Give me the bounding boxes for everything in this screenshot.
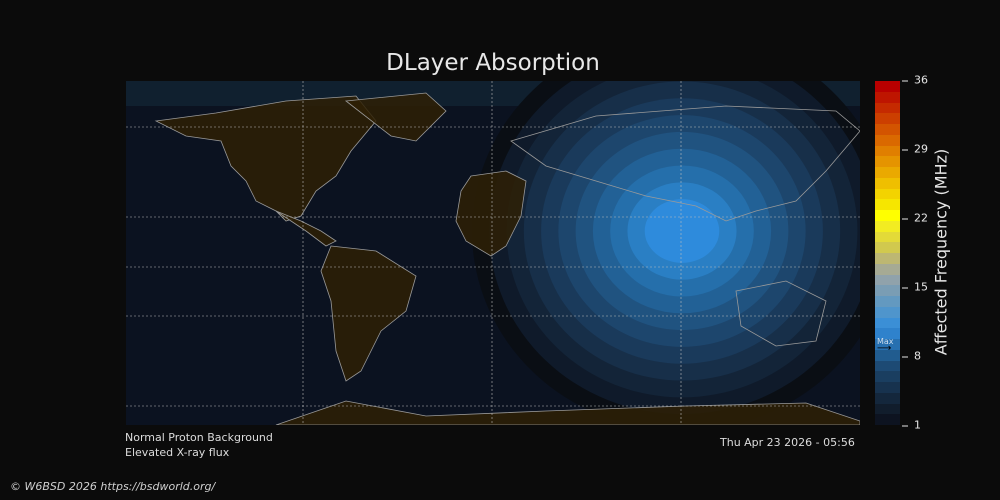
colorbar-band: [875, 102, 900, 114]
timestamp: Thu Apr 23 2026 - 05:56: [720, 436, 855, 449]
colorbar-band: [875, 360, 900, 372]
max-label: Max: [877, 337, 894, 346]
colorbar-band: [875, 124, 900, 135]
proton-status: Normal Proton Background: [125, 431, 273, 444]
colorbar-band: [875, 339, 900, 350]
colorbar-band: [875, 392, 900, 404]
colorbar-band: [875, 328, 900, 339]
australia: [735, 280, 827, 347]
colorbar-tick: 22: [902, 212, 928, 225]
colorbar-tick: 36: [902, 74, 928, 87]
colorbar-band: [875, 220, 900, 232]
colorbar-band: [875, 177, 900, 189]
colorbar-band: [875, 274, 900, 286]
colorbar-band: [875, 188, 900, 200]
africa: [455, 170, 527, 257]
max-marker: Max ⟶: [877, 337, 894, 354]
colorbar-band: [875, 81, 900, 92]
copyright: © W6BSD 2026 https://bsdworld.org/: [10, 480, 216, 493]
colorbar-band: [875, 91, 900, 103]
grid-lines: [126, 81, 860, 425]
colorbar-tick: 29: [902, 143, 928, 156]
colorbar: [875, 81, 900, 425]
colorbar-band: [875, 403, 900, 415]
greenland: [344, 92, 447, 142]
colorbar-band: [875, 231, 900, 243]
xray-status: Elevated X-ray flux: [125, 446, 230, 459]
colorbar-band: [875, 306, 900, 318]
colorbar-tick: 1: [902, 419, 921, 432]
colorbar-band: [875, 382, 900, 393]
colorbar-label: Affected Frequency (MHz): [931, 148, 951, 356]
colorbar-band: [875, 253, 900, 264]
colorbar-band: [875, 167, 900, 178]
arrow-right-icon: ⟶: [877, 343, 892, 354]
south-america: [320, 245, 417, 382]
chart-title: DLayer Absorption: [386, 50, 600, 76]
colorbar-band: [875, 317, 900, 329]
colorbar-band: [875, 145, 900, 157]
colorbar-tick: 8: [902, 350, 921, 363]
colorbar-band: [875, 285, 900, 296]
colorbar-band: [875, 113, 900, 124]
colorbar-band: [875, 242, 900, 253]
absorption-map: [126, 81, 860, 425]
colorbar-band: [875, 349, 900, 361]
colorbar-band: [875, 263, 900, 275]
colorbar-band: [875, 134, 900, 146]
colorbar-band: [875, 199, 900, 210]
absorption-contours: [472, 81, 860, 425]
colorbar-tick: 15: [902, 281, 928, 294]
colorbar-band: [875, 414, 900, 425]
colorbar-band: [875, 210, 900, 221]
eurasia: [510, 105, 860, 222]
colorbar-band: [875, 156, 900, 167]
contour-level: [644, 199, 720, 263]
colorbar-band: [875, 371, 900, 382]
colorbar-band: [875, 296, 900, 307]
central-america: [275, 210, 337, 247]
